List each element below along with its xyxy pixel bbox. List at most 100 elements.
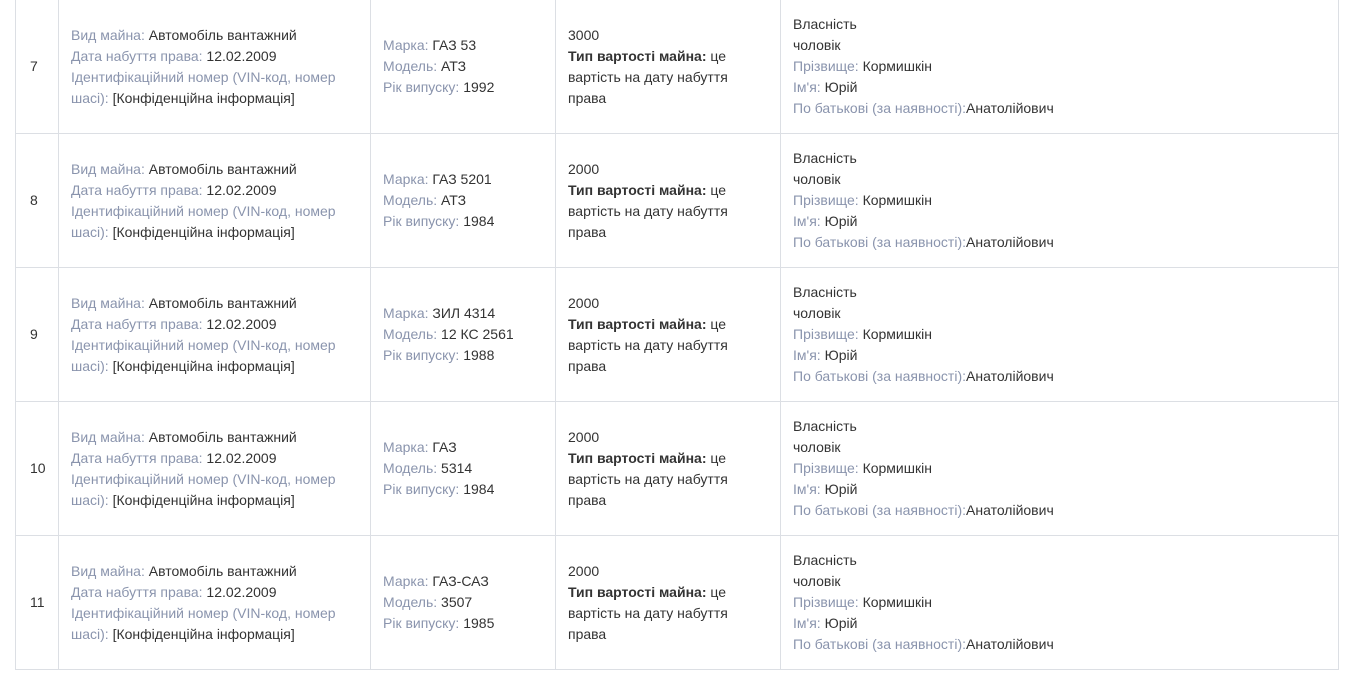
- field-label: Марка:: [383, 37, 429, 53]
- owner-cell: Власність чоловік Прізвище: Кормишкін Ім'я:…: [780, 267, 1339, 402]
- field-value: Кормишкін: [862, 58, 932, 74]
- row-number: 7: [15, 0, 59, 134]
- field-value: ГАЗ-САЗ: [432, 573, 489, 589]
- field-value: 12.02.2009: [206, 583, 277, 600]
- field-value: 1988: [463, 347, 495, 363]
- owner-cell: Власність чоловік Прізвище: Кормишкін Ім'я:…: [780, 401, 1339, 536]
- property-cell: Вид майна: Автомобіль вантажний Дата набу…: [58, 267, 371, 402]
- cost-type-label: Тип вартості майна:: [568, 315, 707, 332]
- field-value: Кормишкін: [862, 326, 932, 342]
- field-value: Юрій: [824, 615, 858, 631]
- field-label: Ідентифікаційний номер (VIN-код, номер ш…: [71, 202, 336, 240]
- field-label: Ідентифікаційний номер (VIN-код, номер ш…: [71, 68, 336, 106]
- vehicle-cell: Марка: ГАЗ-САЗ Модель: 3507 Рік випуску: 1…: [370, 535, 556, 670]
- field-line: Марка: ГАЗ: [383, 437, 543, 458]
- row-number: 11: [15, 535, 59, 670]
- field-label: Марка:: [383, 439, 429, 455]
- relation: чоловік: [793, 305, 841, 321]
- field-line: Модель: 12 КС 2561: [383, 324, 543, 345]
- field-label: По батькові (за наявності):: [793, 502, 967, 518]
- ownership: Власність: [793, 552, 857, 568]
- field-line: Дата набуття права: 12.02.2009: [71, 448, 358, 469]
- field-value: 1985: [463, 615, 495, 631]
- field-value: Автомобіль вантажний: [148, 294, 297, 311]
- field-line: Дата набуття права: 12.02.2009: [71, 46, 358, 67]
- field-label: Вид майна:: [71, 294, 145, 311]
- field-label: Ім'я:: [793, 347, 821, 363]
- row-number: 9: [15, 267, 59, 402]
- field-line: По батькові (за наявності):Анатолійович: [793, 232, 1326, 253]
- field-value: [Конфіденційна інформація]: [112, 625, 295, 642]
- field-line: Марка: ГАЗ 5201: [383, 169, 543, 190]
- field-line: Ім'я: Юрій: [793, 613, 1326, 634]
- property-cell: Вид майна: Автомобіль вантажний Дата набу…: [58, 133, 371, 268]
- field-line: Дата набуття права: 12.02.2009: [71, 314, 358, 335]
- field-value: ГАЗ: [432, 439, 457, 455]
- field-label: Ім'я:: [793, 615, 821, 631]
- owner-cell: Власність чоловік Прізвище: Кормишкін Ім'я:…: [780, 133, 1339, 268]
- property-cell: Вид майна: Автомобіль вантажний Дата набу…: [58, 535, 371, 670]
- field-label: Вид майна:: [71, 562, 145, 579]
- field-value: Юрій: [824, 213, 858, 229]
- field-label: Прізвище:: [793, 326, 859, 342]
- cost-value: 2000: [568, 562, 600, 579]
- field-label: Рік випуску:: [383, 79, 460, 95]
- field-label: Ідентифікаційний номер (VIN-код, номер ш…: [71, 604, 336, 642]
- field-label: Вид майна:: [71, 428, 145, 445]
- field-line: Модель: АТЗ: [383, 56, 543, 77]
- vehicle-cell: Марка: ЗИЛ 4314 Модель: 12 КС 2561 Рік вип…: [370, 267, 556, 402]
- field-line: Рік випуску: 1984: [383, 479, 543, 500]
- field-value: 3507: [441, 594, 473, 610]
- cost-type-value: це вартість на дату набуття права: [568, 449, 728, 508]
- cost-value: 2000: [568, 294, 600, 311]
- field-label: Ідентифікаційний номер (VIN-код, номер ш…: [71, 336, 336, 374]
- cost-type: Тип вартості майна: це вартість на дату …: [568, 448, 768, 511]
- vehicle-cell: Марка: ГАЗ 53 Модель: АТЗ Рік випуску: 199…: [370, 0, 556, 134]
- field-label: Ім'я:: [793, 79, 821, 95]
- field-line: Ім'я: Юрій: [793, 345, 1326, 366]
- field-line: Марка: ЗИЛ 4314: [383, 303, 543, 324]
- field-value: 12.02.2009: [206, 47, 277, 64]
- field-line: Рік випуску: 1985: [383, 613, 543, 634]
- field-line: Дата набуття права: 12.02.2009: [71, 582, 358, 603]
- field-line: Прізвище: Кормишкін: [793, 190, 1326, 211]
- field-value: 1992: [463, 79, 495, 95]
- field-line: Прізвище: Кормишкін: [793, 458, 1326, 479]
- cost-cell: 2000 Тип вартості майна: це вартість на д…: [555, 267, 781, 402]
- field-label: Дата набуття права:: [71, 583, 203, 600]
- field-line: Рік випуску: 1992: [383, 77, 543, 98]
- field-value: Автомобіль вантажний: [148, 26, 297, 43]
- cost-cell: 2000 Тип вартості майна: це вартість на д…: [555, 133, 781, 268]
- field-label: Вид майна:: [71, 26, 145, 43]
- field-label: Прізвище:: [793, 192, 859, 208]
- field-value: 12 КС 2561: [441, 326, 514, 342]
- property-cell: Вид майна: Автомобіль вантажний Дата набу…: [58, 0, 371, 134]
- field-label: Марка:: [383, 573, 429, 589]
- cost-type-value: це вартість на дату набуття права: [568, 181, 728, 240]
- field-value: [Конфіденційна інформація]: [112, 223, 295, 240]
- field-label: Вид майна:: [71, 160, 145, 177]
- cost-value: 2000: [568, 428, 600, 445]
- field-value: Автомобіль вантажний: [148, 562, 297, 579]
- field-value: Анатолійович: [966, 368, 1054, 384]
- field-value: Юрій: [824, 347, 858, 363]
- field-line: По батькові (за наявності):Анатолійович: [793, 500, 1326, 521]
- cost-type-value: це вартість на дату набуття права: [568, 47, 728, 106]
- field-line: Дата набуття права: 12.02.2009: [71, 180, 358, 201]
- relation: чоловік: [793, 37, 841, 53]
- field-line: Марка: ГАЗ-САЗ: [383, 571, 543, 592]
- field-value: ГАЗ 53: [432, 37, 477, 53]
- cost-value: 3000: [568, 26, 600, 43]
- table-row: 10 Вид майна: Автомобіль вантажний Дата на…: [15, 401, 1339, 536]
- field-line: Вид майна: Автомобіль вантажний: [71, 293, 358, 314]
- field-line: Ідентифікаційний номер (VIN-код, номер ш…: [71, 469, 358, 511]
- field-label: Модель:: [383, 460, 438, 476]
- relation: чоловік: [793, 573, 841, 589]
- table-row: 11 Вид майна: Автомобіль вантажний Дата на…: [15, 535, 1339, 670]
- field-label: Ідентифікаційний номер (VIN-код, номер ш…: [71, 470, 336, 508]
- ownership: Власність: [793, 150, 857, 166]
- relation: чоловік: [793, 439, 841, 455]
- field-line: Рік випуску: 1984: [383, 211, 543, 232]
- field-label: Ім'я:: [793, 481, 821, 497]
